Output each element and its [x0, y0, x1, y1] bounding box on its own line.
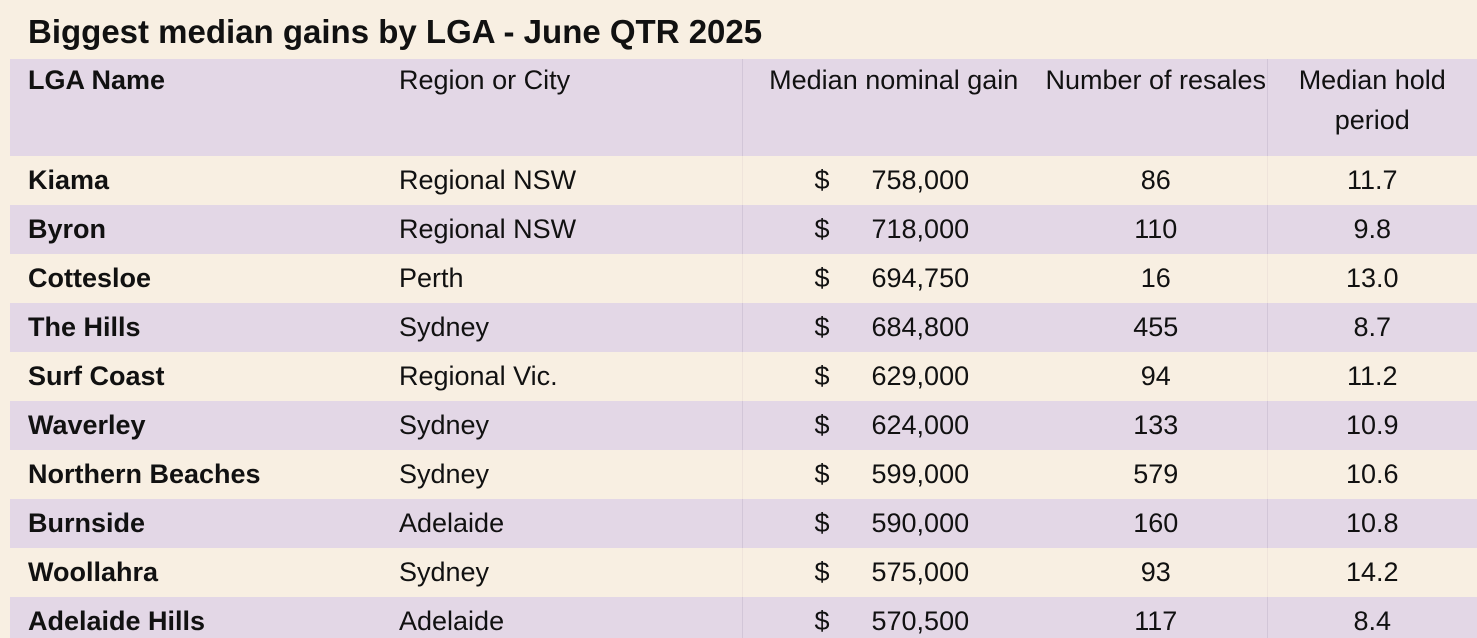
cell-region: Sydney — [399, 410, 490, 440]
table-row: Waverley Sydney $624,000 133 10.9 — [10, 401, 1477, 450]
table-row: Surf Coast Regional Vic. $629,000 94 11.2 — [10, 352, 1477, 401]
cell-median-hold-period: 11.2 — [1266, 352, 1477, 401]
cell-number-of-resales: 160 — [1133, 508, 1179, 538]
cell-median-gain: $570,500 — [741, 597, 1045, 638]
table-row: Kiama Regional NSW $758,000 86 11.7 — [10, 156, 1477, 205]
cell-number-of-resales: 86 — [1140, 165, 1171, 195]
gain-amount: 575,000 — [871, 557, 970, 587]
cell-median-gain: $718,000 — [741, 205, 1045, 254]
cell-region: Sydney — [399, 312, 490, 342]
cell-region: Regional Vic. — [399, 361, 558, 391]
cell-region: Sydney — [399, 557, 490, 587]
table-row: Northern Beaches Sydney $599,000 579 10.6 — [10, 450, 1477, 499]
table-body: Kiama Regional NSW $758,000 86 11.7 Byron Regi… — [10, 156, 1477, 638]
cell-median-hold-period: 9.8 — [1266, 205, 1477, 254]
chart-title: Biggest median gains by LGA - June QTR 2… — [28, 13, 763, 50]
cell-region: Sydney — [399, 459, 490, 489]
gain-amount: 629,000 — [871, 361, 970, 391]
cell-lga-name: Waverley — [28, 410, 146, 440]
header-region-or-city: Region or City — [399, 65, 571, 95]
table-row: Byron Regional NSW $718,000 110 9.8 — [10, 205, 1477, 254]
header-number-of-resales: Number of resales — [1045, 65, 1267, 95]
cell-region: Adelaide — [399, 606, 505, 636]
cell-region: Adelaide — [399, 508, 505, 538]
cell-region: Perth — [399, 263, 464, 293]
cell-median-hold-period: 10.8 — [1266, 499, 1477, 548]
cell-lga-name: Byron — [28, 214, 107, 244]
cell-number-of-resales: 133 — [1133, 410, 1179, 440]
cell-region: Regional NSW — [399, 214, 577, 244]
cell-lga-name: The Hills — [28, 312, 141, 342]
currency-symbol: $ — [814, 263, 830, 293]
cell-number-of-resales: 117 — [1134, 606, 1178, 636]
currency-symbol: $ — [814, 361, 830, 391]
currency-symbol: $ — [814, 165, 830, 195]
gain-amount: 694,750 — [871, 263, 970, 293]
cell-number-of-resales: 110 — [1134, 214, 1178, 244]
cell-lga-name: Woollahra — [28, 557, 159, 587]
table-row: The Hills Sydney $684,800 455 8.7 — [10, 303, 1477, 352]
cell-lga-name: Adelaide Hills — [28, 606, 206, 636]
cell-median-gain: $684,800 — [741, 303, 1045, 352]
gain-amount: 599,000 — [871, 459, 970, 489]
currency-symbol: $ — [814, 606, 830, 636]
gain-amount: 758,000 — [871, 165, 970, 195]
cell-median-hold-period: 11.7 — [1266, 156, 1477, 205]
cell-median-gain: $575,000 — [741, 548, 1045, 597]
gain-amount: 624,000 — [871, 410, 970, 440]
cell-median-gain: $590,000 — [741, 499, 1045, 548]
cell-median-gain: $694,750 — [741, 254, 1045, 303]
currency-symbol: $ — [814, 410, 830, 440]
table-row: Cottesloe Perth $694,750 16 13.0 — [10, 254, 1477, 303]
cell-lga-name: Cottesloe — [28, 263, 152, 293]
gains-table: LGA Name Region or City Median nominal g… — [10, 59, 1477, 638]
cell-median-hold-period: 8.4 — [1266, 597, 1477, 638]
cell-lga-name: Surf Coast — [28, 361, 165, 391]
table-row: Adelaide Hills Adelaide $570,500 117 8.4 — [10, 597, 1477, 638]
header-row: LGA Name Region or City Median nominal g… — [10, 59, 1477, 156]
header-median-hold-period: Median hold period — [1266, 59, 1477, 156]
cell-median-hold-period: 10.6 — [1266, 450, 1477, 499]
header-median-nominal-gain: Median nominal gain — [741, 59, 1045, 156]
cell-median-gain: $599,000 — [741, 450, 1045, 499]
currency-symbol: $ — [814, 214, 830, 244]
gain-amount: 684,800 — [871, 312, 970, 342]
cell-region: Regional NSW — [399, 165, 577, 195]
table-row: Burnside Adelaide $590,000 160 10.8 — [10, 499, 1477, 548]
cell-number-of-resales: 16 — [1140, 263, 1171, 293]
cell-number-of-resales: 455 — [1133, 312, 1179, 342]
cell-median-hold-period: 14.2 — [1266, 548, 1477, 597]
currency-symbol: $ — [814, 459, 830, 489]
cell-median-hold-period: 13.0 — [1266, 254, 1477, 303]
currency-symbol: $ — [814, 557, 830, 587]
cell-median-hold-period: 10.9 — [1266, 401, 1477, 450]
cell-lga-name: Burnside — [28, 508, 146, 538]
currency-symbol: $ — [814, 312, 830, 342]
currency-symbol: $ — [814, 508, 830, 538]
cell-median-hold-period: 8.7 — [1266, 303, 1477, 352]
header-lga-name: LGA Name — [28, 65, 166, 95]
gain-amount: 570,500 — [871, 606, 970, 636]
cell-number-of-resales: 93 — [1140, 557, 1171, 587]
cell-lga-name: Kiama — [28, 165, 110, 195]
cell-median-gain: $624,000 — [741, 401, 1045, 450]
cell-median-gain: $629,000 — [741, 352, 1045, 401]
cell-number-of-resales: 94 — [1140, 361, 1171, 391]
cell-median-gain: $758,000 — [741, 156, 1045, 205]
gain-amount: 718,000 — [871, 214, 970, 244]
gain-amount: 590,000 — [871, 508, 970, 538]
table-row: Woollahra Sydney $575,000 93 14.2 — [10, 548, 1477, 597]
cell-number-of-resales: 579 — [1133, 459, 1179, 489]
cell-lga-name: Northern Beaches — [28, 459, 261, 489]
